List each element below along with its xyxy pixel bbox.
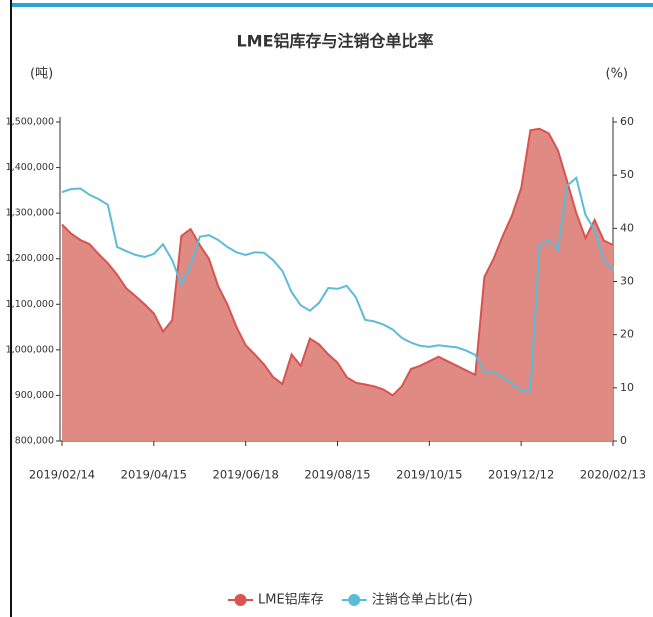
y-tick-label: 900,000 [15,390,54,401]
y-tick-label: 1,300,000 [6,208,54,219]
chart-title: LME铝库存与注销仓单比率 [236,32,433,51]
area-line [61,127,614,397]
y-tick-label: 1,100,000 [6,299,54,310]
x-tick-label: 2019/10/15 [396,468,462,482]
legend-icon [234,594,247,606]
area [62,128,613,442]
x-tick-label: 2019/02/14 [29,468,95,482]
x-tick-label: 2019/12/12 [488,468,554,482]
y-tick-label: 1,200,000 [6,253,54,264]
y2-axis-title: (%) [606,67,629,82]
x-tick-label: 2019/04/15 [121,468,187,482]
top-border [10,3,653,7]
y2-tick-label: 0 [620,434,627,447]
y2-tick-label: 60 [620,115,634,128]
y-tick-label: 1,500,000 [6,117,54,128]
x-tick-label: 2019/08/15 [304,468,370,482]
y2-tick-label: 50 [620,168,634,181]
y-axis-title: (吨) [30,67,53,82]
y-tick-label: 1,000,000 [6,344,54,355]
y-tick-label: 800,000 [15,436,54,447]
y2-tick-label: 30 [620,275,634,288]
legend-label: 注销仓单占比(右) [372,593,473,608]
y2-tick-label: 40 [620,221,634,234]
x-tick-label: 2020/02/13 [580,468,646,482]
y2-tick-label: 20 [620,328,634,341]
line [61,175,614,392]
legend-label: LME铝库存 [258,592,324,608]
left-border [10,0,12,617]
legend-icon [348,594,361,606]
y2-tick-label: 10 [620,381,634,394]
y-tick-label: 1,400,000 [6,162,54,173]
x-tick-label: 2019/06/18 [213,468,279,482]
